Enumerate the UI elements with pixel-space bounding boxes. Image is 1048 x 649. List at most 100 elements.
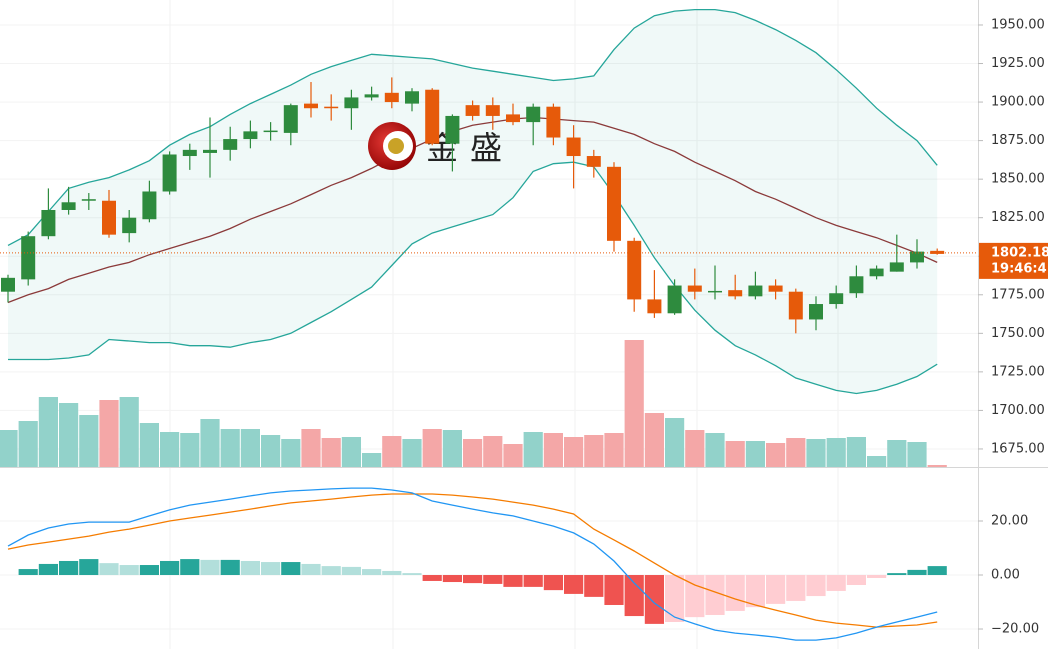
- volume-bar: [705, 433, 725, 467]
- histogram-bar: [927, 566, 947, 576]
- histogram-bar: [867, 575, 887, 578]
- y-tick-label: 1950.00: [991, 17, 1045, 32]
- countdown-label: 19:46:4: [991, 261, 1047, 276]
- candle-body: [61, 202, 76, 210]
- histogram-bar: [503, 575, 523, 587]
- histogram-bar: [523, 575, 543, 587]
- candle-body: [223, 139, 238, 150]
- candle-body: [809, 304, 823, 320]
- volume-bar: [564, 437, 584, 467]
- volume-bar: [644, 413, 664, 467]
- candle-body: [283, 105, 298, 133]
- time-grid: [169, 0, 839, 649]
- histogram-bar: [685, 575, 705, 618]
- price-tag-label: 1802.18: [991, 245, 1048, 260]
- histogram-bar: [846, 575, 866, 586]
- histogram-bar: [604, 575, 624, 605]
- histogram-bar: [584, 575, 604, 597]
- histogram-bar: [766, 575, 786, 604]
- volume: [0, 340, 947, 467]
- candle-body: [324, 106, 339, 109]
- candle-body: [748, 285, 763, 297]
- candle-body: [869, 268, 884, 277]
- macd-line: [7, 487, 938, 641]
- candle-body: [910, 251, 924, 263]
- y-tick-label: 1925.00: [991, 56, 1045, 71]
- candle-body: [485, 105, 500, 116]
- histogram-bar: [887, 573, 907, 576]
- y-tick-label: 1825.00: [991, 210, 1045, 225]
- candle-body: [849, 276, 864, 294]
- watermark-text: 金盛: [426, 129, 514, 167]
- axis: 1950.00 1925.00 1900.00 1875.00 1850.00 1825.…: [978, 17, 1048, 637]
- band-lower: [8, 161, 938, 395]
- histogram-bar: [281, 562, 301, 576]
- y-tick-label: 1750.00: [991, 326, 1045, 341]
- candle-body: [21, 236, 36, 280]
- candle-body: [889, 262, 904, 272]
- volume-bar: [745, 441, 765, 467]
- volume-bar: [604, 433, 624, 467]
- volume-bar: [422, 429, 442, 467]
- candle-body: [829, 293, 844, 305]
- volume-bar: [483, 436, 503, 467]
- histogram-bar: [382, 570, 402, 576]
- candle-body: [425, 89, 440, 144]
- volume-bar: [59, 403, 79, 467]
- volume-bar: [200, 419, 220, 467]
- y-tick-label: 1675.00: [991, 441, 1045, 456]
- histogram-bar: [240, 560, 260, 576]
- volume-bar: [442, 430, 462, 467]
- volume-bar: [766, 443, 786, 467]
- volume-bar: [584, 435, 604, 467]
- volume-bar: [463, 439, 483, 467]
- y2-tick-label: 0.00: [991, 568, 1020, 583]
- candle-body: [344, 97, 359, 109]
- histogram-bar: [160, 560, 180, 576]
- candle-body: [566, 137, 581, 157]
- volume-bar: [725, 441, 745, 467]
- y-tick-label: 1725.00: [991, 364, 1045, 379]
- volume-bar: [301, 429, 321, 467]
- histogram-bar: [261, 562, 281, 576]
- candles: [0, 77, 978, 334]
- candle-body: [102, 200, 116, 235]
- histogram-bar: [220, 559, 240, 576]
- volume-bar: [826, 438, 846, 467]
- candle-body: [122, 217, 137, 234]
- candle-body: [1, 277, 15, 292]
- volume-bar: [685, 430, 705, 467]
- histogram-bar: [422, 575, 442, 581]
- histogram-bar: [362, 569, 382, 576]
- candle-body: [142, 191, 157, 220]
- histogram-bar: [745, 575, 765, 608]
- histogram-bar: [483, 575, 503, 584]
- volume-bar: [38, 397, 58, 467]
- histogram-bar: [200, 559, 220, 576]
- candle-body: [304, 103, 318, 109]
- volume-bar: [281, 439, 301, 467]
- macd-panel: [7, 487, 947, 641]
- candle-body: [708, 290, 722, 293]
- candle-body: [627, 240, 642, 300]
- histogram-bar: [624, 575, 644, 617]
- histogram-bar: [99, 563, 119, 576]
- y-tick-label: 1900.00: [991, 95, 1045, 110]
- histogram-bar: [725, 575, 745, 611]
- histogram-bar: [59, 560, 79, 576]
- histogram-bar: [442, 575, 462, 583]
- histogram-bar: [402, 573, 422, 576]
- candle-body: [182, 149, 197, 157]
- candle-body: [384, 92, 399, 103]
- candle-body: [506, 114, 520, 123]
- candle-body: [526, 106, 541, 123]
- histogram-bar: [665, 575, 685, 622]
- candle-body: [465, 105, 480, 116]
- volume-bar: [806, 439, 826, 467]
- volume-bar: [79, 415, 99, 467]
- histogram-bar: [826, 575, 846, 591]
- signal-line: [7, 493, 938, 628]
- price-tag: [979, 242, 1048, 279]
- volume-bar: [665, 418, 685, 467]
